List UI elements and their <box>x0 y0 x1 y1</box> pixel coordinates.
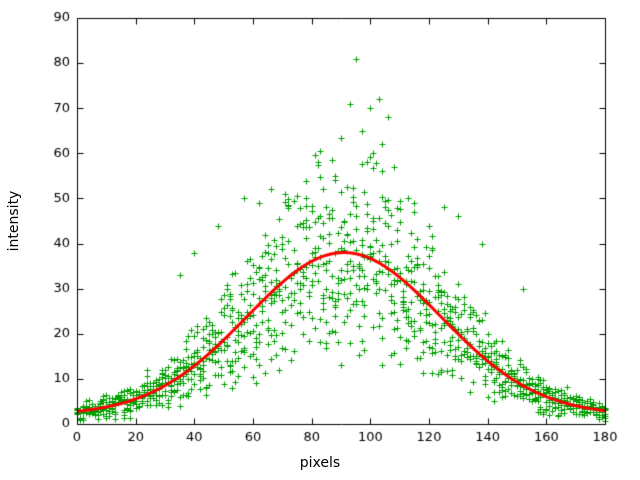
x-axis-label: pixels <box>299 455 341 471</box>
y-axis-label: intensity <box>6 190 22 252</box>
